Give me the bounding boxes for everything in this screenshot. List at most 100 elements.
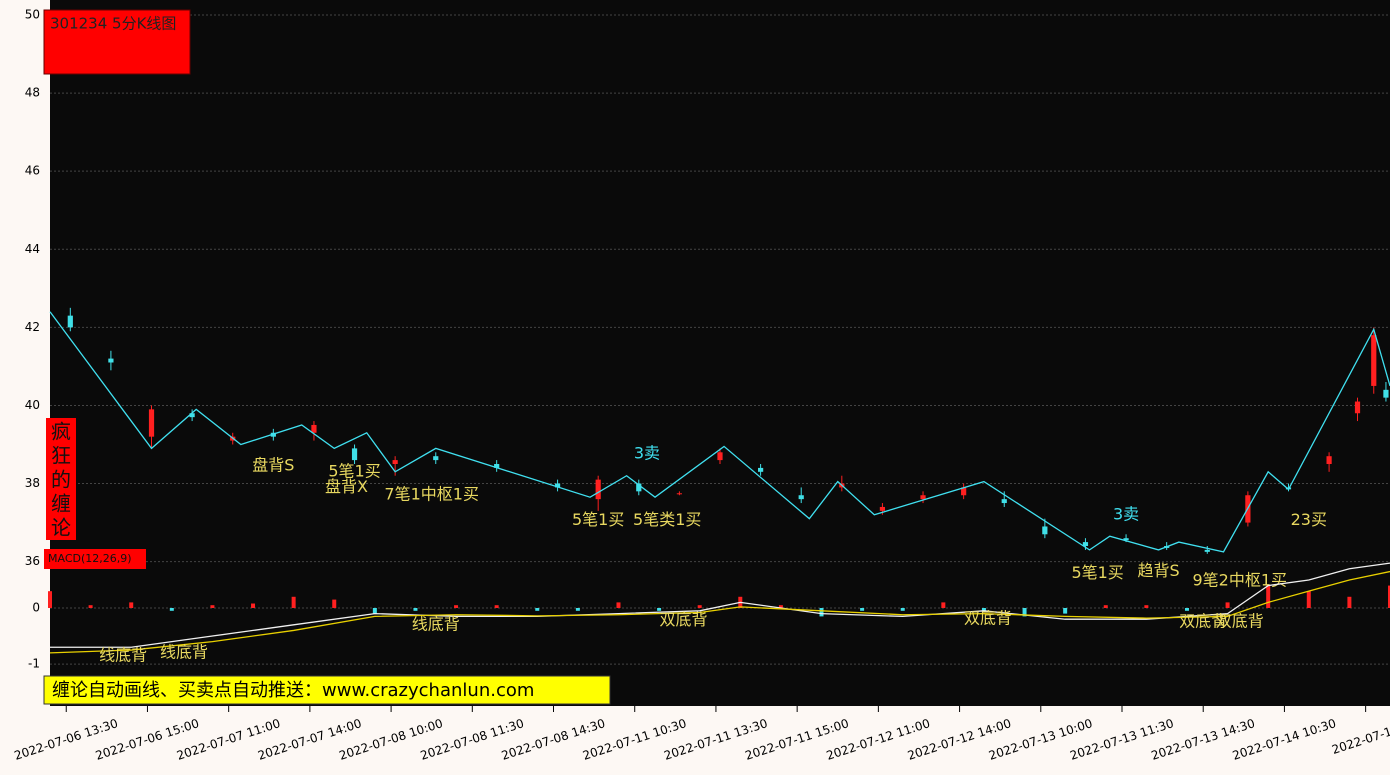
- macd-title-box: [44, 549, 146, 569]
- candle-body: [1371, 335, 1377, 386]
- candle-body: [1001, 499, 1007, 504]
- annotation: 3卖: [1113, 504, 1139, 523]
- annotation: 双底背: [964, 609, 1012, 628]
- macd-bar: [1266, 585, 1271, 608]
- candle-body: [311, 424, 317, 433]
- main-panel: [50, 0, 1390, 548]
- annotation: 双底背: [659, 610, 707, 629]
- annotation: 双底背: [1179, 612, 1227, 631]
- annotation: 线底背: [99, 646, 147, 665]
- candle-body: [758, 467, 764, 472]
- candle-body: [1326, 456, 1332, 465]
- candle-body: [1123, 538, 1129, 541]
- candle-body: [108, 358, 114, 363]
- macd-title: MACD(12,26,9): [48, 552, 132, 565]
- macd-bar: [494, 605, 499, 608]
- macd-bar: [129, 602, 134, 608]
- candle-body: [494, 464, 500, 468]
- macd-bar: [210, 605, 215, 608]
- macd-bar: [454, 605, 459, 608]
- y-tick-label: 38: [25, 476, 40, 490]
- y-tick-label: -1: [28, 657, 40, 671]
- candle-body: [961, 487, 967, 496]
- macd-bar: [697, 605, 702, 608]
- y-tick-label: 0: [32, 600, 40, 614]
- annotation: 线底背: [160, 642, 208, 661]
- macd-bar: [1144, 605, 1149, 608]
- annotation: 23买: [1291, 510, 1327, 529]
- macd-bar: [372, 607, 377, 614]
- annotation: 趋背S: [1137, 561, 1179, 580]
- macd-bar: [1184, 607, 1189, 611]
- y-tick-label: 40: [25, 398, 40, 412]
- annotation: 5笔1买: [1071, 563, 1123, 582]
- macd-bar: [860, 607, 865, 611]
- macd-bar: [778, 605, 783, 608]
- macd-bar: [535, 607, 540, 611]
- side-label: 缠: [51, 492, 71, 516]
- macd-bar: [1347, 596, 1352, 608]
- macd-bar: [1063, 607, 1068, 614]
- macd-line: [49, 570, 1390, 654]
- macd-bar: [88, 605, 93, 608]
- macd-line: [50, 562, 1390, 648]
- macd-bar: [941, 602, 946, 608]
- candle-body: [148, 409, 155, 437]
- candle-body: [676, 493, 682, 495]
- macd-bar: [900, 607, 905, 611]
- y-tick-label: 50: [25, 8, 40, 22]
- side-box: [46, 418, 76, 540]
- annotation: 盘背X: [325, 477, 368, 496]
- annotation: 9笔2中枢1买: [1192, 571, 1287, 590]
- macd-bar: [1388, 585, 1390, 608]
- macd-bar: [332, 599, 337, 608]
- macd-bar: [291, 596, 296, 608]
- annotation: 3卖: [634, 444, 660, 463]
- macd-bar: [616, 602, 621, 608]
- macd-bar: [981, 607, 986, 611]
- candle-body: [1383, 389, 1389, 398]
- candle-body: [67, 315, 73, 328]
- candle-body: [392, 460, 398, 465]
- annotation: 7笔1中枢1买: [384, 485, 479, 504]
- candle-body: [595, 479, 601, 500]
- candle-body: [636, 483, 642, 492]
- macd-bar: [575, 607, 580, 611]
- side-label: 狂: [51, 444, 71, 468]
- footer-box: [43, 675, 611, 705]
- macd-bar: [657, 607, 662, 611]
- candle-body: [1354, 401, 1361, 414]
- candle-body: [433, 456, 439, 461]
- y-tick-label: 42: [25, 320, 40, 334]
- candle-body: [920, 495, 926, 500]
- annotation: 5笔1买: [328, 461, 380, 480]
- side-label: 疯: [51, 420, 71, 444]
- macd-bar: [819, 607, 824, 617]
- annotation: 双底背: [1216, 612, 1264, 631]
- candle-body: [1204, 549, 1210, 552]
- stroke-line: [49, 311, 1390, 553]
- y-tick-label: 46: [25, 164, 40, 178]
- chart-title: 301234 5分K线图: [50, 15, 176, 33]
- y-tick-label: 36: [25, 554, 40, 568]
- candle-body: [554, 483, 561, 488]
- macd-bar: [1103, 605, 1108, 608]
- side-label: 的: [51, 468, 71, 492]
- macd-bar: [251, 603, 256, 608]
- macd-bar: [48, 591, 52, 608]
- annotation: 5笔类1买: [633, 510, 701, 529]
- macd-bar: [1022, 607, 1027, 617]
- y-tick-label: 48: [25, 86, 40, 100]
- annotation: 5笔1买: [572, 510, 624, 529]
- candle-body: [1082, 542, 1089, 546]
- candle-body: [1042, 526, 1048, 535]
- macd-bar: [1225, 602, 1230, 608]
- macd-bar: [169, 607, 174, 611]
- footer: 缠论自动画线、买卖点自动推送：www.crazychanlun.com: [52, 680, 534, 701]
- macd-bar: [413, 607, 418, 611]
- candle-body: [351, 448, 358, 461]
- candle-body: [798, 495, 804, 500]
- title-box: [43, 9, 191, 75]
- candle-body: [717, 452, 723, 461]
